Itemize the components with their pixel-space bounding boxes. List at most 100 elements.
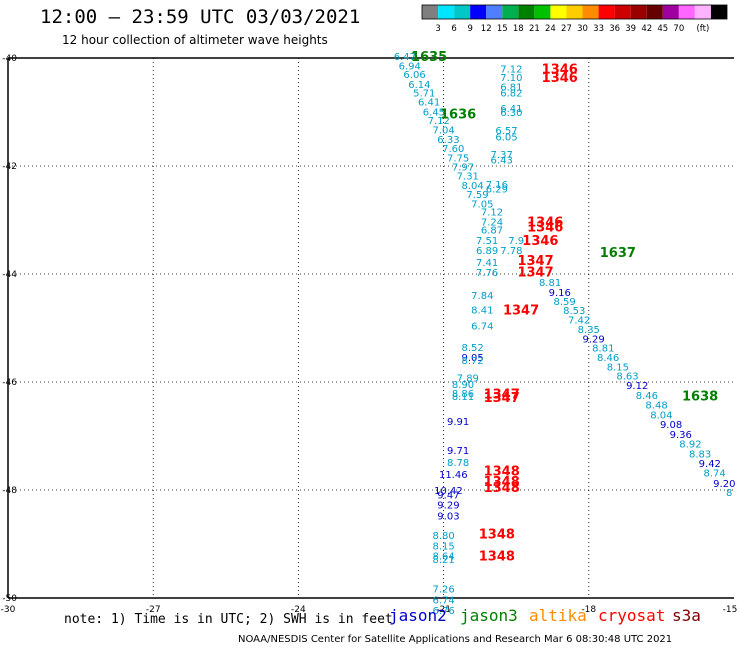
wave-height-value: 6.47 — [394, 52, 416, 63]
wave-height-value: 7.84 — [471, 291, 493, 302]
wave-height-value: 6.30 — [500, 108, 522, 119]
colorbar-tick-label: 36 — [609, 24, 620, 34]
legend-s3a: s3a — [672, 606, 701, 625]
wave-height-value: 8.52 — [462, 343, 484, 354]
wave-height-value: 9.20 — [713, 479, 735, 490]
colorbar-swatch — [454, 5, 471, 19]
pass-time-label: 1346 — [542, 71, 578, 86]
pass-time-label: 1347 — [517, 265, 553, 280]
pass-time-label: 1347 — [484, 387, 520, 402]
pass-time-label: 1346 — [542, 62, 578, 77]
wave-height-value: 6.76 — [432, 606, 454, 617]
wave-height-values: 6.476.946.066.145.716.416.457.127.046.33… — [394, 52, 736, 617]
wave-height-value: 8.59 — [553, 297, 575, 308]
wave-height-value: 8.21 — [432, 555, 454, 566]
wave-height-value: 8.92 — [679, 440, 701, 451]
wave-height-value: 8.46 — [636, 391, 658, 402]
wave-height-value: 8.78 — [447, 458, 469, 469]
wave-height-value: 6.29 — [486, 185, 508, 196]
wave-height-value: 7.89 — [457, 374, 479, 385]
wave-height-value: 8.04 — [650, 410, 672, 421]
colorbar-swatch — [710, 5, 727, 19]
wave-height-value: 7.97 — [452, 163, 474, 174]
latitude-label: -46 — [2, 378, 17, 388]
wave-height-value: 7.16 — [486, 180, 508, 191]
wave-height-value: 8.15 — [607, 362, 629, 373]
wave-height-value: 7.76 — [476, 268, 498, 279]
colorbar-tick-label: 6 — [451, 24, 456, 34]
colorbar-swatch — [518, 5, 535, 19]
pass-time-label: 1346 — [527, 220, 563, 235]
colorbar-tick-label: 70 — [673, 24, 684, 34]
wave-height-value: 6.57 — [495, 126, 517, 137]
wave-height-value: 7.51 — [476, 236, 498, 247]
colorbar-swatch — [614, 5, 631, 19]
pass-time-label: 1635 — [411, 50, 447, 65]
pass-time-label: 1348 — [479, 528, 515, 543]
pass-time-label: 1347 — [484, 391, 520, 406]
wave-height-value: 7.31 — [457, 172, 479, 183]
wave-height-value: 6.43 — [491, 156, 513, 167]
legend-jason3: jason3 — [460, 606, 518, 625]
wave-height-value: 6.41 — [418, 98, 440, 109]
wave-height-value: 7.24 — [481, 218, 503, 229]
colorbar-tick-label: 30 — [577, 24, 588, 34]
wave-height-value: 8.80 — [432, 531, 454, 542]
wave-height-value: 7.12 — [481, 207, 503, 218]
wave-height-value: 6.14 — [408, 80, 430, 91]
colorbar-swatch — [438, 5, 455, 19]
wave-height-value: 8.81 — [592, 343, 614, 354]
wave-height-value: 7.41 — [476, 258, 498, 269]
wave-height-value: 6.06 — [403, 70, 425, 81]
wave-height-value: 7.59 — [466, 190, 488, 201]
wave-height-value: 7.26 — [432, 584, 454, 595]
wave-height-value: 10.42 — [434, 486, 463, 497]
wave-height-value: 7.78 — [500, 246, 522, 257]
wave-height-value: 6.41 — [500, 104, 522, 115]
latitude-label: -42 — [2, 162, 17, 172]
wave-height-value: 9.08 — [660, 420, 682, 431]
pass-time-label: 1638 — [682, 390, 718, 405]
wave-height-value: 8.15 — [432, 542, 454, 553]
colorbar-tick-label: 21 — [529, 24, 540, 34]
color-scale-bar: 3 6 9 12 15 18 21 24 27 30 33 36 39 42 45 70 (ft) — [421, 4, 728, 34]
colorbar-swatch — [582, 5, 599, 19]
colorbar-tick-label: 18 — [513, 24, 524, 34]
wave-height-value: 8.46 — [597, 353, 619, 364]
colorbar-swatch — [550, 5, 567, 19]
wave-height-value: 6.89 — [476, 246, 498, 257]
colorbar-swatch — [646, 5, 663, 19]
wave-height-value: 7.42 — [568, 315, 590, 326]
colorbar-tick-label: 24 — [545, 24, 556, 34]
wave-height-value: 9.47 — [437, 490, 459, 501]
colorbar-swatch — [502, 5, 519, 19]
pass-time-label: 1347 — [503, 304, 539, 319]
colorbar-swatch — [598, 5, 615, 19]
wave-height-value: 6.94 — [399, 62, 421, 73]
colorbar-swatch — [470, 5, 487, 19]
pass-time-label: 1348 — [479, 549, 515, 564]
wave-height-value: 6.87 — [481, 226, 503, 237]
wave-height-value: 8.41 — [471, 306, 493, 317]
longitude-label: -18 — [581, 605, 596, 615]
footer-note: note: 1) Time is in UTC; 2) SWH is in fe… — [64, 612, 393, 627]
wave-height-value: 6.33 — [437, 135, 459, 146]
pass-time-label: 1347 — [517, 254, 553, 269]
colorbar-tick-label: 33 — [593, 24, 604, 34]
wave-height-value: 7.60 — [442, 144, 464, 155]
wave-height-value: 8.74 — [704, 469, 726, 480]
wave-height-value: 9.71 — [447, 446, 469, 457]
wave-height-value: 9.36 — [670, 430, 692, 441]
colorbar-swatch — [566, 5, 583, 19]
colorbar-tick-label: 39 — [625, 24, 636, 34]
page-title: 12:00 — 23:59 UTC 03/03/2021 — [40, 6, 361, 28]
pass-time-label: 1346 — [522, 234, 558, 249]
wave-height-value: 11.46 — [439, 470, 468, 481]
wave-height-value: 6.45 — [423, 107, 445, 118]
colorbar-tick-label: 12 — [481, 24, 492, 34]
colorbar-swatch — [662, 5, 679, 19]
wave-height-value: 8.86 — [452, 389, 474, 400]
wave-height-value: 9.05 — [462, 353, 484, 364]
